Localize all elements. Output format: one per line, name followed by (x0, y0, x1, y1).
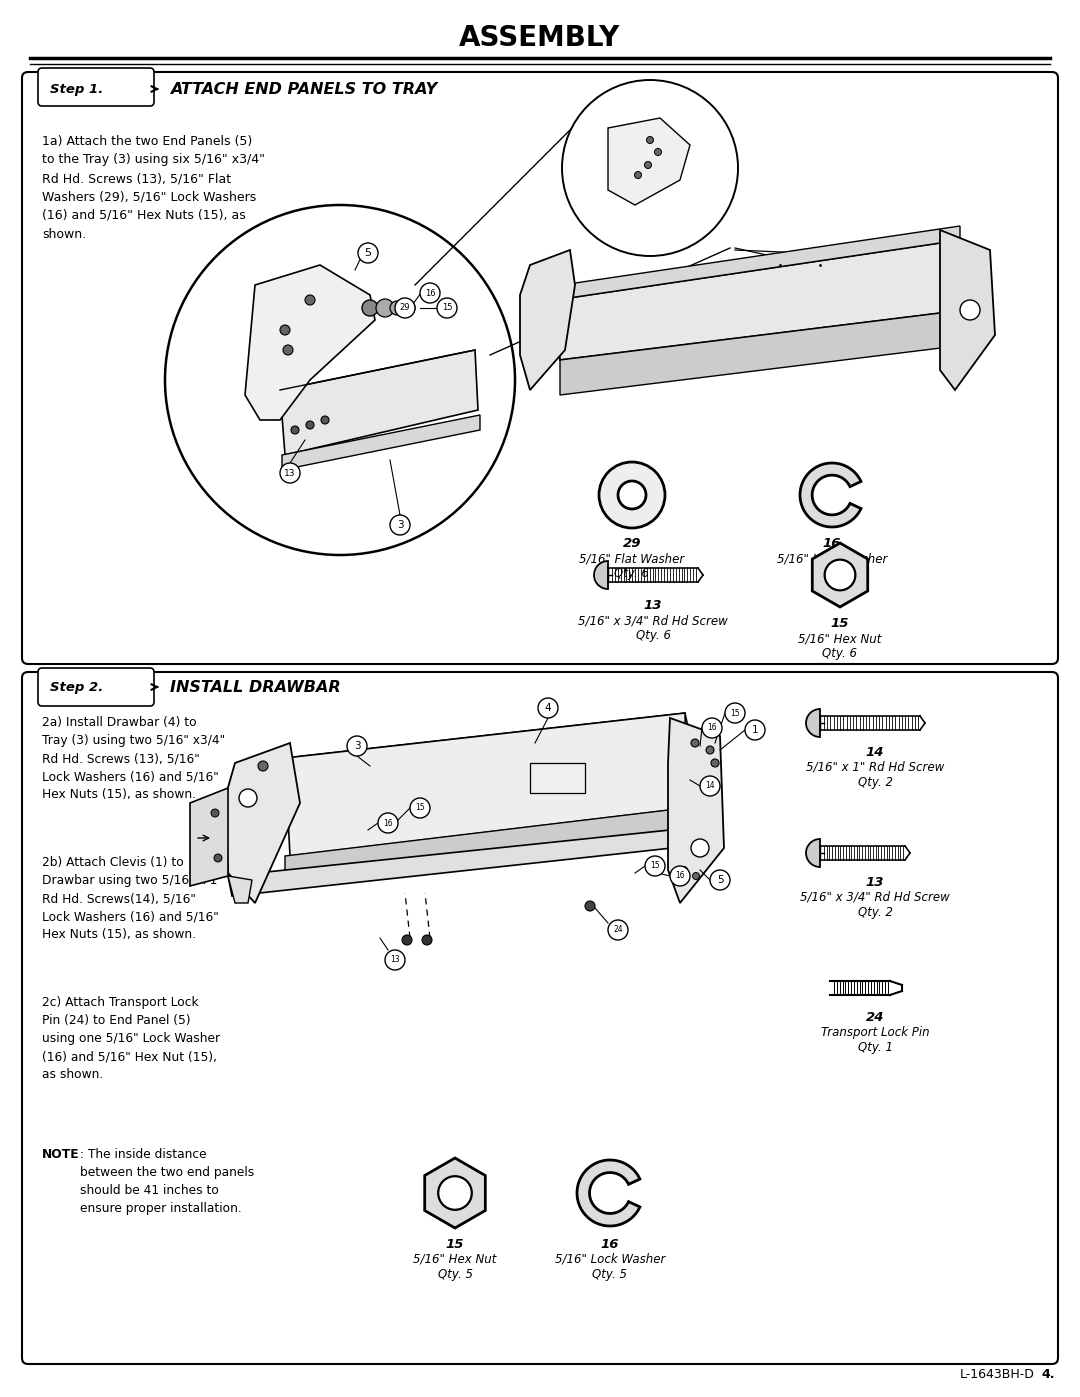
FancyBboxPatch shape (530, 763, 585, 793)
Polygon shape (424, 1158, 485, 1228)
Circle shape (599, 462, 665, 528)
Circle shape (305, 295, 315, 305)
Text: Step 1.: Step 1. (50, 82, 104, 95)
Circle shape (608, 921, 627, 940)
Circle shape (384, 950, 405, 970)
Text: 5/16" Lock Washer: 5/16" Lock Washer (555, 1253, 665, 1266)
Text: 15: 15 (831, 617, 849, 630)
Circle shape (420, 284, 440, 303)
Text: 1a) Attach the two End Panels (5)
to the Tray (3) using six 5/16" x3/4"
Rd Hd. S: 1a) Attach the two End Panels (5) to the… (42, 136, 265, 240)
Polygon shape (225, 743, 300, 902)
Circle shape (960, 300, 980, 320)
Text: 29: 29 (623, 536, 642, 550)
Text: 24: 24 (866, 1011, 885, 1024)
Text: 15: 15 (442, 303, 453, 313)
Wedge shape (594, 562, 608, 590)
Text: 2a) Install Drawbar (4) to
Tray (3) using two 5/16" x3/4"
Rd Hd. Screws (13), 5/: 2a) Install Drawbar (4) to Tray (3) usin… (42, 717, 225, 800)
Circle shape (700, 775, 720, 796)
Wedge shape (806, 710, 820, 738)
Text: 1: 1 (752, 725, 758, 735)
Text: 3: 3 (396, 520, 403, 529)
Circle shape (347, 736, 367, 756)
Circle shape (710, 870, 730, 890)
FancyBboxPatch shape (38, 668, 154, 705)
Circle shape (691, 739, 699, 747)
Circle shape (702, 718, 723, 738)
Circle shape (437, 298, 457, 319)
Circle shape (399, 300, 415, 316)
Text: Step 2.: Step 2. (50, 680, 104, 693)
Circle shape (692, 873, 700, 880)
Circle shape (670, 866, 690, 886)
Text: 29: 29 (400, 303, 410, 313)
Text: 5/16" x 3/4" Rd Hd Screw: 5/16" x 3/4" Rd Hd Screw (578, 615, 728, 627)
Circle shape (745, 719, 765, 740)
Circle shape (362, 300, 378, 316)
Text: 4.: 4. (1041, 1369, 1055, 1382)
Circle shape (538, 698, 558, 718)
Text: Qty. 5: Qty. 5 (593, 1268, 627, 1281)
Circle shape (410, 798, 430, 819)
Polygon shape (555, 240, 966, 360)
Text: INSTALL DRAWBAR: INSTALL DRAWBAR (170, 679, 341, 694)
Polygon shape (812, 543, 867, 608)
Text: 2c) Attach Transport Lock
Pin (24) to End Panel (5)
using one 5/16" Lock Washer
: 2c) Attach Transport Lock Pin (24) to En… (42, 996, 220, 1081)
Text: 3: 3 (353, 740, 361, 752)
Circle shape (357, 243, 378, 263)
Polygon shape (940, 231, 995, 390)
Circle shape (422, 935, 432, 944)
Text: 15: 15 (730, 708, 740, 718)
Text: 5/16" Lock Washer: 5/16" Lock Washer (777, 552, 887, 564)
Circle shape (280, 462, 300, 483)
Circle shape (378, 813, 399, 833)
Text: Qty. 5: Qty. 5 (437, 1268, 473, 1281)
Circle shape (706, 746, 714, 754)
Polygon shape (669, 718, 724, 902)
Text: 4: 4 (544, 703, 551, 712)
Text: 5/16" Hex Nut: 5/16" Hex Nut (798, 631, 881, 645)
Text: Qty. 1: Qty. 1 (858, 1041, 892, 1053)
Circle shape (239, 789, 257, 807)
Circle shape (691, 840, 708, 856)
Text: 14: 14 (705, 781, 715, 791)
Circle shape (291, 426, 299, 434)
Text: ATTACH END PANELS TO TRAY: ATTACH END PANELS TO TRAY (170, 81, 437, 96)
FancyBboxPatch shape (38, 68, 154, 106)
Text: Qty. 6: Qty. 6 (823, 647, 858, 659)
Text: 13: 13 (390, 956, 400, 964)
Text: 16: 16 (675, 872, 685, 880)
Circle shape (654, 148, 661, 155)
FancyBboxPatch shape (22, 672, 1058, 1363)
Text: 13: 13 (284, 468, 296, 478)
Text: 5: 5 (365, 249, 372, 258)
Text: Qty. 6: Qty. 6 (814, 567, 850, 580)
Circle shape (395, 298, 415, 319)
Polygon shape (190, 788, 228, 886)
Polygon shape (280, 351, 478, 455)
Circle shape (635, 172, 642, 179)
Text: 16: 16 (823, 536, 841, 550)
Polygon shape (608, 117, 690, 205)
Circle shape (585, 901, 595, 911)
Circle shape (280, 326, 291, 335)
Circle shape (390, 300, 404, 314)
Circle shape (618, 481, 646, 509)
Text: 14: 14 (866, 746, 885, 759)
Text: 15: 15 (415, 803, 424, 813)
Circle shape (376, 299, 394, 317)
Polygon shape (245, 265, 375, 420)
Text: Qty. 2: Qty. 2 (858, 907, 892, 919)
Circle shape (283, 345, 293, 355)
Circle shape (214, 854, 222, 862)
Circle shape (321, 416, 329, 425)
Text: Qty. 2: Qty. 2 (858, 775, 892, 789)
Polygon shape (285, 807, 688, 876)
Circle shape (711, 759, 719, 767)
Text: 13: 13 (644, 599, 662, 612)
Polygon shape (282, 415, 480, 469)
Circle shape (211, 809, 219, 817)
Text: Qty. 6: Qty. 6 (615, 567, 649, 580)
Polygon shape (555, 226, 960, 300)
Circle shape (680, 866, 688, 873)
Circle shape (825, 560, 855, 591)
